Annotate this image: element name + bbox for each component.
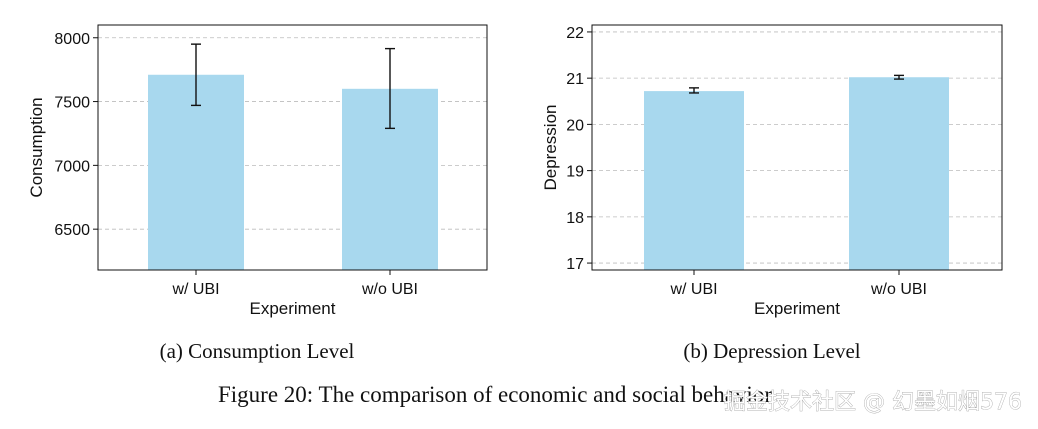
x-axis-label: Experiment: [250, 299, 336, 318]
x-tick-label: w/ UBI: [669, 281, 717, 298]
y-axis-label: Depression: [541, 105, 560, 191]
watermark: 掘金技术社区 @ 幻墨如烟576: [724, 390, 1022, 415]
y-tick-label: 19: [566, 164, 584, 181]
y-tick-label: 8000: [54, 31, 90, 48]
y-tick-label: 6500: [54, 222, 90, 239]
plot-frame: [591, 24, 1003, 271]
x-tick-label: w/ UBI: [171, 281, 219, 298]
y-tick-label: 17: [566, 256, 584, 273]
x-axis-label: Experiment: [754, 299, 840, 318]
bar-with-ubi: [148, 74, 244, 270]
figure-caption: Figure 20: The comparison of economic an…: [218, 382, 772, 407]
chart-depression: 17 18 19 20 21 22 w/ UBI w/o UBI Experiment Depre…: [541, 24, 1003, 318]
y-tick-label: 7000: [54, 158, 90, 175]
bar-with-ubi: [644, 91, 744, 270]
bar-without-ubi: [849, 77, 949, 271]
y-tick-label: 20: [566, 117, 584, 134]
y-axis-label: Consumption: [27, 97, 46, 197]
y-tick-label: 18: [566, 210, 584, 227]
y-tick-label: 21: [566, 71, 584, 88]
x-tick-label: w/o UBI: [870, 281, 927, 298]
x-tick-label: w/o UBI: [361, 281, 418, 298]
plot-frame: [97, 24, 488, 271]
y-tick-label: 22: [566, 25, 584, 42]
y-tick-label: 7500: [54, 95, 90, 112]
caption-depression: (b) Depression Level: [683, 339, 860, 363]
caption-consumption: (a) Consumption Level: [160, 339, 355, 363]
chart-consumption: 6500 7000 7500 8000 w/ UBI w/o UBI Experiment C…: [27, 24, 488, 318]
